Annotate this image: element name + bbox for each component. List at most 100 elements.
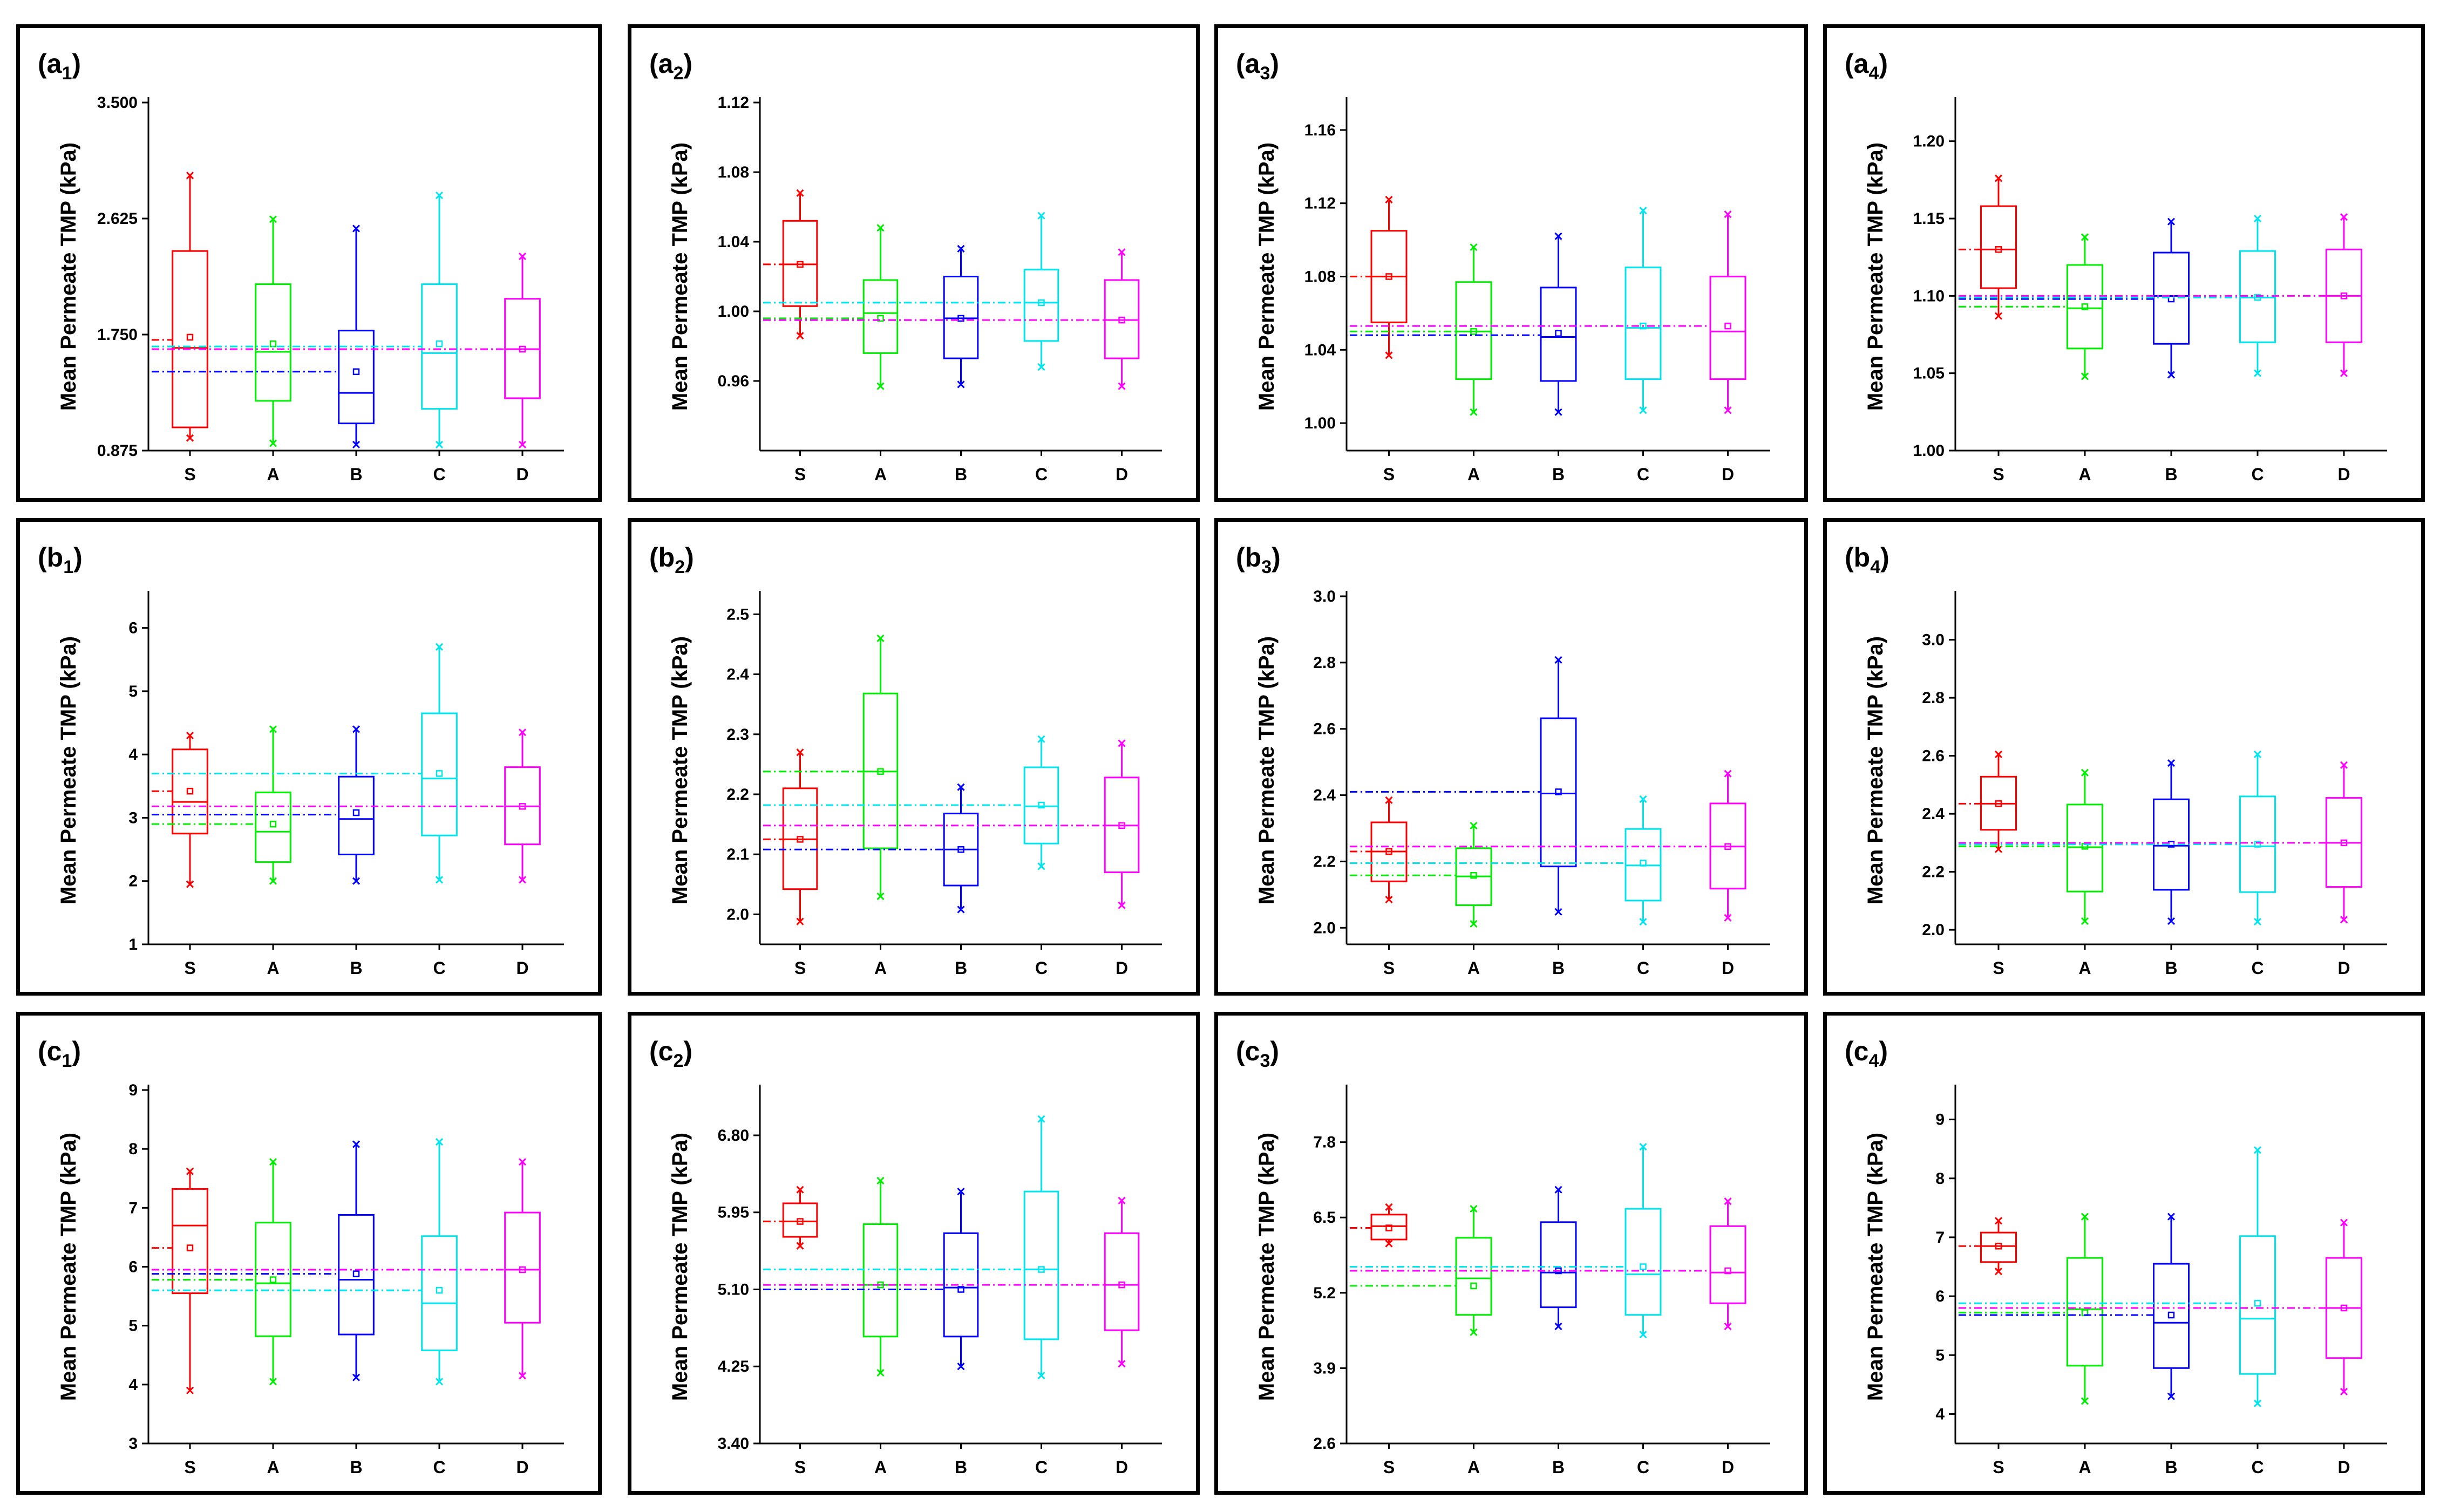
y-axis-label: Mean Permeate TMP (kPa): [57, 1133, 80, 1401]
box-S: [782, 220, 818, 307]
mean-marker-S: [1995, 800, 2002, 807]
y-tick-label: 1.04: [718, 233, 750, 251]
category-label-C: C: [1035, 1457, 1048, 1477]
category-label-D: D: [516, 465, 528, 484]
y-tick-label: 3: [128, 1435, 138, 1453]
category-label-S: S: [184, 1457, 195, 1477]
panel-frame: [628, 1012, 1200, 1495]
y-tick-label: 2.4: [1313, 787, 1336, 805]
category-label-B: B: [1552, 1457, 1565, 1477]
y-axis-label: Mean Permeate TMP (kPa): [668, 142, 692, 411]
y-tick-label: 3.0: [1922, 631, 1945, 649]
panel-frame: [16, 24, 602, 502]
panel-label: (a1): [38, 49, 81, 84]
whisker-marker: [1554, 1323, 1562, 1331]
whisker-marker: [1994, 750, 2003, 758]
panel-frame: [628, 518, 1200, 996]
category-label-S: S: [794, 1457, 806, 1477]
y-tick-label: 5.95: [718, 1204, 749, 1222]
box-S: [1980, 1231, 2017, 1263]
whisker-marker: [2340, 1387, 2348, 1395]
category-label-S: S: [1383, 1457, 1395, 1477]
mean-marker-D: [1118, 1281, 1125, 1289]
whisker-marker: [435, 440, 444, 449]
whisker-marker: [957, 1188, 965, 1196]
whisker-marker: [1470, 243, 1478, 251]
mean-marker-A: [269, 1276, 277, 1283]
mean-marker-D: [519, 345, 526, 353]
whisker-marker: [186, 172, 194, 180]
whisker-marker: [1118, 1360, 1126, 1368]
whisker-marker: [1554, 1186, 1562, 1194]
category-label-C: C: [2251, 465, 2264, 484]
mean-marker-S: [797, 261, 804, 268]
box-B: [2153, 1263, 2190, 1369]
whisker-marker: [1639, 207, 1647, 215]
mean-marker-C: [436, 1286, 443, 1294]
panel-c3: (c3) Mean Permeate TMP (kPa) 2.6 3.9 5.2 6.5 7…: [1214, 1012, 1808, 1495]
whisker-marker: [186, 731, 194, 740]
whisker-marker: [1639, 1143, 1647, 1151]
panel-frame: [16, 1012, 602, 1495]
y-tick-label: 2: [128, 873, 138, 890]
category-label-B: B: [350, 1457, 362, 1477]
whisker-marker: [352, 1373, 361, 1381]
y-tick-label: 0.96: [718, 372, 749, 390]
whisker-marker: [1118, 248, 1126, 256]
mean-marker-B: [352, 368, 360, 376]
y-axis-label: Mean Permeate TMP (kPa): [1864, 142, 1887, 411]
whisker-marker: [876, 382, 885, 390]
category-label-C: C: [2251, 1457, 2264, 1477]
whisker-marker: [352, 725, 361, 733]
whisker-marker: [876, 892, 885, 901]
whisker-marker: [876, 224, 885, 232]
y-tick-label: 2.0: [726, 905, 749, 923]
mean-marker-S: [797, 836, 804, 843]
mean-marker-B: [1555, 788, 1562, 795]
panel-frame: [1823, 24, 2425, 502]
whisker-marker: [1639, 406, 1647, 414]
whisker-marker: [796, 1242, 804, 1250]
whisker-marker: [1994, 312, 2003, 320]
box-B: [1540, 717, 1577, 868]
whisker-marker: [1994, 1217, 2003, 1225]
y-tick-label: 2.4: [1922, 805, 1945, 823]
panel-label: (b4): [1845, 542, 1889, 577]
whisker-marker: [2167, 1392, 2176, 1400]
category-label-D: D: [2337, 958, 2350, 978]
y-tick-label: 9: [128, 1081, 138, 1099]
category-label-D: D: [1116, 1457, 1128, 1477]
mean-marker-A: [877, 315, 884, 322]
category-label-A: A: [267, 958, 279, 978]
whisker-marker: [518, 252, 527, 261]
whisker-marker: [1118, 382, 1126, 390]
category-label-C: C: [1637, 958, 1649, 978]
y-axis-label: Mean Permeate TMP (kPa): [1255, 142, 1279, 411]
panel-b1: (b1) Mean Permeate TMP (kPa) 1 2 3 4 5 6 S A B C D: [16, 518, 602, 996]
y-tick-label: 2.625: [97, 210, 138, 228]
whisker-marker: [1470, 920, 1478, 928]
whisker-marker: [1037, 862, 1045, 870]
whisker-marker: [1037, 363, 1045, 371]
panel-a3: (a3) Mean Permeate TMP (kPa) 1.00 1.04 1.08 1…: [1214, 24, 1808, 502]
category-label-S: S: [184, 958, 195, 978]
y-tick-label: 3.40: [718, 1435, 749, 1453]
whisker-marker: [2081, 233, 2089, 241]
y-axis-label: Mean Permeate TMP (kPa): [1864, 1133, 1887, 1401]
box-A: [2067, 803, 2103, 893]
panel-frame: [16, 518, 602, 996]
whisker-marker: [876, 1176, 885, 1185]
y-tick-label: 2.3: [726, 726, 749, 744]
y-tick-label: 2.2: [726, 786, 749, 803]
mean-marker-C: [436, 770, 443, 777]
box-S: [172, 1188, 208, 1295]
panel-label: (a4): [1845, 49, 1888, 84]
box-A: [862, 1223, 899, 1338]
y-tick-label: 4: [1935, 1405, 1945, 1423]
whisker-marker: [1724, 914, 1732, 922]
y-axis-label: Mean Permeate TMP (kPa): [668, 1133, 692, 1401]
whisker-marker: [1037, 1115, 1045, 1123]
y-tick-label: 4: [128, 1376, 138, 1394]
mean-marker-B: [352, 809, 360, 816]
whisker-marker: [435, 1378, 444, 1386]
